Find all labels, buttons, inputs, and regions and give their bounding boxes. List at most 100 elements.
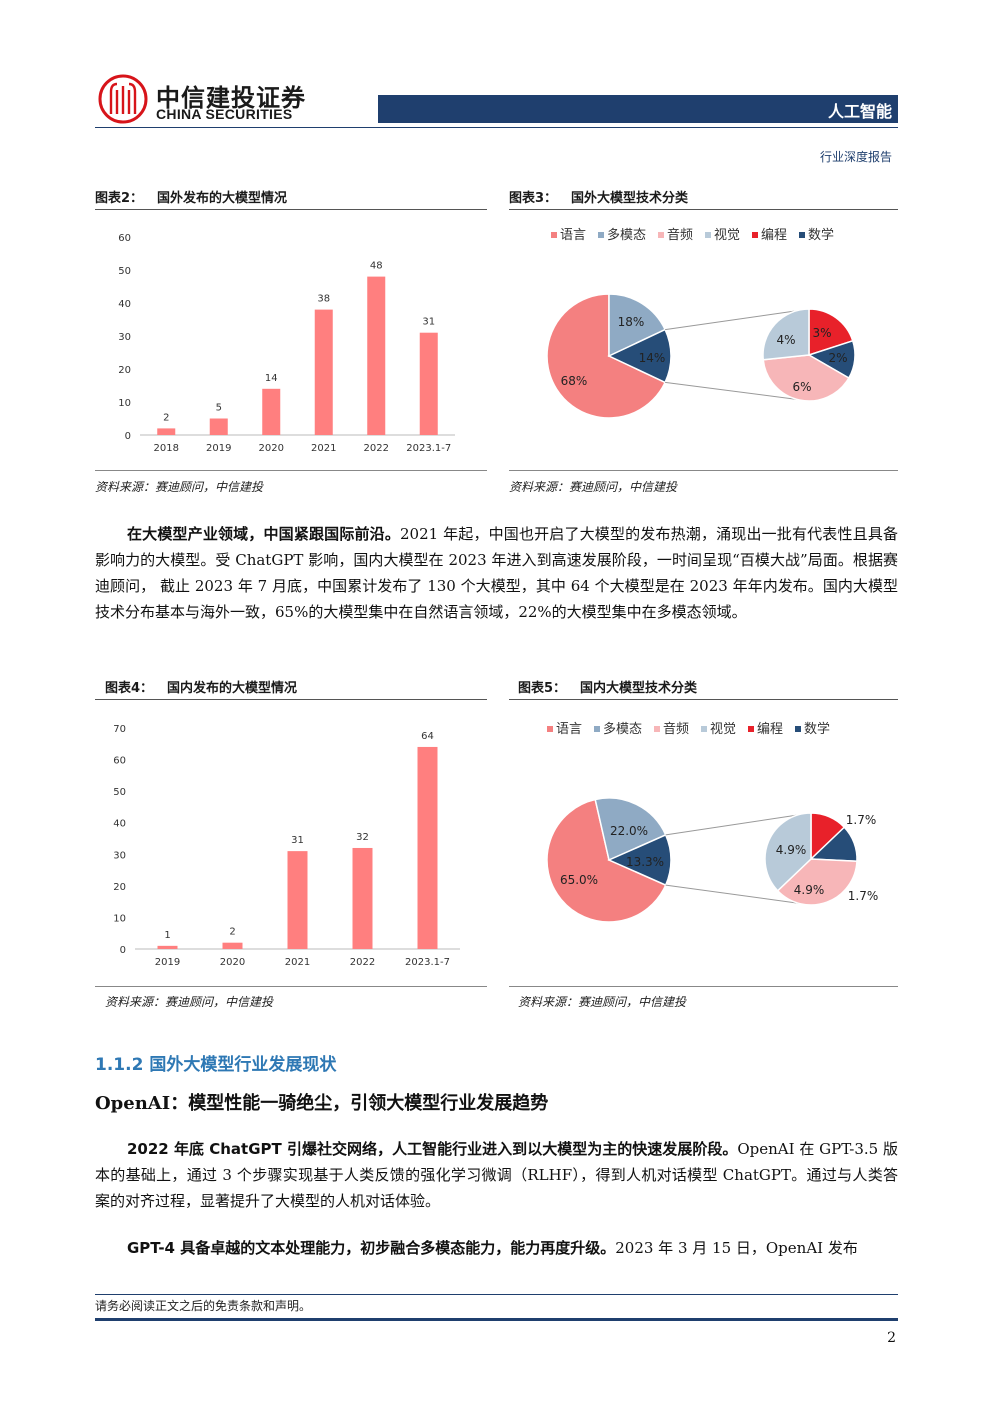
x-tick-label: 2021 [311,443,336,454]
x-tick-label: 2021 [285,957,310,968]
bar-value-label: 31 [291,835,304,846]
fig2-source: 资料来源：赛迪顾问，中信建投 [95,480,264,494]
fig4-bottom-rule [95,986,487,987]
paragraph-3-text: 2023 年 3 月 15 日，OpenAI 发布 [615,1239,858,1257]
fig4-top-rule [95,699,487,700]
fig3-pie-chart: 语言 多模态 音频 视觉 编程 数学 68% 18% 14% 3% 2% 6% 4% [546,227,856,419]
brand-name-cn: 中信建投证券 [156,84,306,112]
legend-label: 多模态 [607,227,646,243]
legend-label: 语言 [560,228,586,243]
x-tick-label: 2019 [206,443,231,454]
fig3-title: 国外大模型技术分类 [571,191,689,206]
paragraph-2: 2022 年底 ChatGPT 引爆社交网络，人工智能行业进入到以大模型为主的快… [95,1136,898,1214]
bar-2022 [352,847,373,949]
sub-pie-label: 4.9% [776,843,807,857]
fig3-top-rule [509,209,898,210]
legend-label: 音频 [667,227,693,243]
sub-pie-slice [808,308,854,357]
fig3-number: 图表3： [509,191,558,206]
pie-slice [594,797,667,862]
footer-rule-thick [95,1318,898,1321]
bar-value-label: 2 [229,927,235,938]
fig2-bar-chart: 0 10 20 30 40 50 60 2 2018 5 2019 14 2020 38 2021 48 202… [118,233,455,454]
fig2-bottom-rule [95,470,487,471]
fig5-top-rule [509,699,898,700]
document-type: 行业深度报告 [819,150,892,164]
x-tick-label: 2022 [350,957,375,968]
legend-swatch [799,232,805,238]
pie-slice [546,798,667,923]
sub-pie-slice [764,812,812,892]
y-tick-label: 70 [113,724,126,735]
legend-swatch [795,726,801,732]
legend-swatch [551,232,557,238]
fig3-source: 资料来源：赛迪顾问，中信建投 [509,480,678,494]
section-heading: 1.1.2 国外大模型行业发展现状 [95,1055,337,1075]
legend-swatch [654,726,660,732]
bar-value-label: 1 [164,930,170,941]
bar-value-label: 2 [163,412,169,423]
legend-label: 语言 [556,722,582,737]
footer-rule [95,1294,898,1295]
paragraph-3: GPT-4 具备卓越的文本处理能力，初步融合多模态能力，能力再度升级。2023 … [95,1235,898,1261]
fig2-caption: 图表2： 国外发布的大模型情况 [95,187,287,206]
bar-value-label: 64 [421,731,434,742]
bar-value-label: 31 [422,317,435,328]
connector-line [665,812,812,836]
legend-label: 音频 [663,721,689,737]
y-tick-label: 60 [118,233,131,244]
legend-label: 视觉 [714,228,740,243]
header-band [378,95,898,123]
legend-swatch [598,232,604,238]
china-securities-logo [98,74,148,124]
sub-pie-label: 2% [828,351,847,365]
bar-value-label: 38 [317,294,330,305]
fig3-caption: 图表3： 国外大模型技术分类 [509,187,688,206]
pie-slice [546,293,667,419]
y-tick-label: 20 [118,365,131,376]
y-tick-label: 40 [113,819,126,830]
bar-2018 [157,428,176,435]
bar-2022 [367,276,386,435]
sub-pie-slice [762,354,850,402]
fig3-bottom-rule [509,470,898,471]
sub-pie-slice [762,308,810,361]
legend-label: 数学 [808,227,834,243]
fig4-caption: 图表4： 国内发布的大模型情况 [105,677,297,696]
page-number: 2 [887,1330,896,1346]
disclaimer-note: 请务必阅读正文之后的免责条款和声明。 [95,1299,312,1313]
pie-slice [607,328,672,384]
legend-swatch [701,726,707,732]
legend-swatch [752,232,758,238]
y-tick-label: 50 [118,266,131,277]
y-tick-label: 60 [113,756,126,767]
pie-slice-label: 18% [618,315,645,329]
legend-label: 多模态 [603,721,642,737]
industry-label: 人工智能 [827,102,892,121]
legend-swatch [705,232,711,238]
legend-swatch [748,726,754,732]
x-tick-label: 2023.1-7 [406,443,451,454]
pie-slice-label: 14% [639,351,666,365]
sub-pie-label: 4.9% [794,883,825,897]
x-tick-label: 2019 [155,957,180,968]
sub-pie-label: 6% [792,380,811,394]
y-tick-label: 40 [118,299,131,310]
bar-2019 [209,418,228,435]
fig5-caption: 图表5： 国内大模型技术分类 [518,677,697,696]
fig5-number: 图表5： [518,681,567,696]
connector-line [665,381,810,402]
sub-pie-label: 1.7% [848,889,879,903]
fig4-number: 图表4： [105,681,154,696]
bar-2023.1-7 [419,332,438,435]
paragraph-2-text: OpenAI 在 GPT-3.5 版本的基础上，通过 3 个步骤实现基于人类反馈… [95,1140,898,1210]
sub-pie-label: 3% [812,326,831,340]
paragraph-1-lead: 在大模型产业领域，中国紧跟国际前沿。 [127,525,401,543]
x-tick-label: 2020 [259,443,284,454]
fig5-pie-chart: 语言 多模态 音频 视觉 编程 数学 65.0% 22.0% 13.3% 1.7% 1.7% 4.9%… [546,721,879,923]
fig4-bar-chart: 0 10 20 30 40 50 60 70 1 2019 2 2020 31 2021 32 2022 64 2… [113,724,460,968]
header-divider [95,127,898,128]
legend-swatch [658,232,664,238]
legend-label: 编程 [757,722,783,737]
paragraph-2-lead: 2022 年底 ChatGPT 引爆社交网络，人工智能行业进入到以大模型为主的快… [127,1140,738,1158]
